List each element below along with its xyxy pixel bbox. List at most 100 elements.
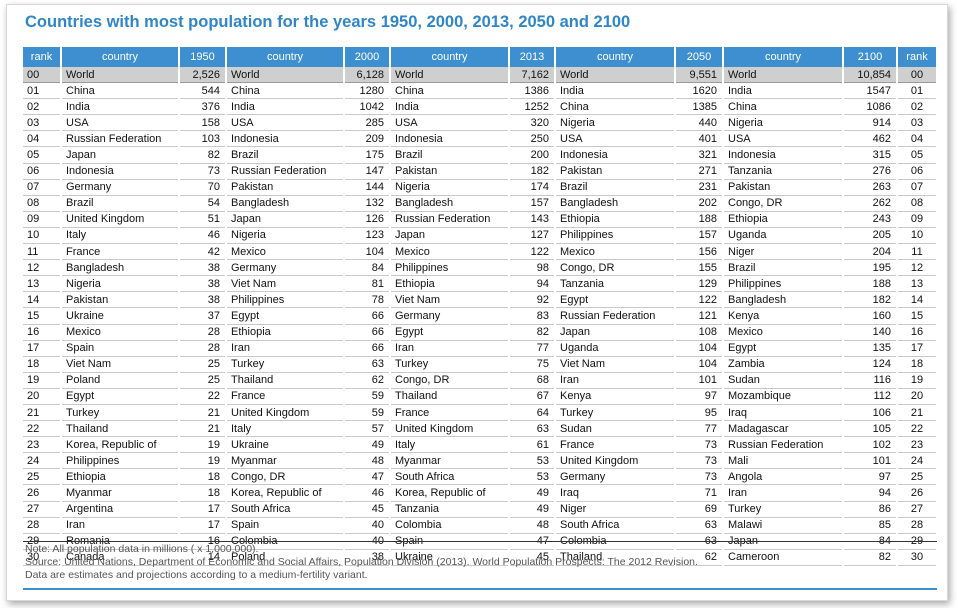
population-cell: 62 (675, 549, 724, 566)
population-cell: 21 (179, 420, 227, 438)
population-cell: 69 (675, 501, 724, 518)
population-cell: 209 (344, 130, 391, 148)
rank-cell: 05 (897, 146, 938, 164)
country-cell: Italy (226, 420, 345, 438)
country-cell: Nigeria (723, 114, 844, 132)
header-year: 2100 (843, 47, 898, 67)
population-cell: 25 (179, 372, 227, 389)
population-cell: 321 (675, 146, 724, 164)
population-cell: 82 (509, 324, 556, 341)
rank-cell: 03 (23, 114, 62, 132)
population-cell: 38 (179, 259, 227, 277)
country-cell: Kenya (723, 307, 844, 325)
country-cell: Germany (555, 468, 676, 486)
table-row: 24 Philippines 19 Myanmar 48 Myanmar 53 United … (23, 452, 938, 470)
country-cell: Germany (61, 179, 180, 196)
population-cell: 61 (509, 436, 556, 454)
population-cell: 544 (179, 82, 227, 100)
header-year: 1950 (179, 47, 227, 67)
country-cell: Thailand (61, 420, 180, 438)
country-cell: Germany (226, 259, 345, 277)
table-bottom-rule (23, 541, 937, 542)
population-cell: 140 (843, 324, 898, 341)
population-cell: 231 (675, 179, 724, 196)
rank-cell: 13 (23, 275, 62, 293)
rank-cell: 19 (23, 372, 62, 389)
table-row: 09 United Kingdom 51 Japan 126 Russian Federa… (23, 211, 938, 228)
country-cell: United Kingdom (390, 420, 510, 438)
country-cell: India (226, 98, 345, 116)
country-cell: China (555, 98, 676, 116)
population-cell: 158 (179, 114, 227, 132)
header-country: country (390, 47, 510, 67)
population-cell: 250 (509, 130, 556, 148)
population-cell: 66 (344, 307, 391, 325)
population-cell: 7,162 (509, 67, 556, 84)
population-cell: 46 (179, 227, 227, 245)
country-cell: Spain (226, 517, 345, 534)
population-cell: 42 (179, 243, 227, 261)
population-cell: 73 (675, 452, 724, 470)
table-row: 28 Iran 17 Spain 40 Colombia 48 South Africa 63 M… (23, 517, 938, 534)
rank-cell: 20 (23, 388, 62, 405)
country-cell: Korea, Republic of (390, 484, 510, 502)
country-cell: Turkey (723, 501, 844, 518)
population-cell: 97 (843, 468, 898, 486)
country-cell: Thailand (226, 372, 345, 389)
population-cell: 75 (509, 356, 556, 373)
population-table: rank country 1950 country 2000 country 2013 cou… (23, 47, 938, 566)
country-cell: Bangladesh (61, 259, 180, 277)
population-cell: 82 (179, 146, 227, 164)
table-row: 04 Russian Federation 103 Indonesia 209 Indon… (23, 130, 938, 148)
header-rank: rank (23, 47, 62, 67)
country-cell: Turkey (555, 404, 676, 422)
country-cell: Indonesia (555, 146, 676, 164)
rank-cell: 23 (23, 436, 62, 454)
country-cell: Nigeria (61, 275, 180, 293)
country-cell: Germany (390, 307, 510, 325)
country-cell: Philippines (555, 227, 676, 245)
rank-cell: 20 (897, 388, 938, 405)
population-cell: 10,854 (843, 67, 898, 84)
population-cell: 914 (843, 114, 898, 132)
country-cell: Viet Nam (555, 356, 676, 373)
population-cell: 1042 (344, 98, 391, 116)
country-cell: Uganda (723, 227, 844, 245)
table-row: 03 USA 158 USA 285 USA 320 Nigeria 440 Nigeria 914… (23, 114, 938, 132)
header-year: 2013 (509, 47, 556, 67)
country-cell: World (723, 67, 844, 84)
country-cell: United Kingdom (61, 211, 180, 228)
population-cell: 77 (509, 340, 556, 357)
population-cell: 147 (344, 163, 391, 180)
population-cell: 9,551 (675, 67, 724, 84)
table-row: 06 Indonesia 73 Russian Federation 147 Pakist… (23, 163, 938, 180)
rank-cell: 24 (897, 452, 938, 470)
table-row: 13 Nigeria 38 Viet Nam 81 Ethiopia 94 Tanzania 1… (23, 275, 938, 293)
table-body: 00 World 2,526 World 6,128 World 7,162 World 9,5… (23, 67, 938, 566)
table-row: 26 Myanmar 18 Korea, Republic of 46 Korea, Re… (23, 484, 938, 502)
country-cell: China (390, 82, 510, 100)
country-cell: Congo, DR (555, 259, 676, 277)
population-cell: 46 (344, 484, 391, 502)
rank-cell: 26 (897, 484, 938, 502)
country-cell: Russian Federation (723, 436, 844, 454)
population-cell: 82 (843, 549, 898, 566)
country-cell: Tanzania (390, 501, 510, 518)
country-cell: Philippines (226, 291, 345, 309)
population-cell: 18 (179, 484, 227, 502)
country-cell: World (555, 67, 676, 84)
population-cell: 204 (843, 243, 898, 261)
country-cell: United Kingdom (226, 404, 345, 422)
population-cell: 63 (509, 420, 556, 438)
table-row: 25 Ethiopia 18 Congo, DR 47 South Africa 53 Ger… (23, 468, 938, 486)
rank-cell: 16 (897, 324, 938, 341)
population-cell: 45 (344, 501, 391, 518)
rank-cell: 16 (23, 324, 62, 341)
population-cell: 18 (179, 468, 227, 486)
country-cell: Egypt (61, 388, 180, 405)
rank-cell: 18 (23, 356, 62, 373)
population-cell: 64 (509, 404, 556, 422)
country-cell: Brazil (723, 259, 844, 277)
population-cell: 94 (843, 484, 898, 502)
country-cell: Mali (723, 452, 844, 470)
